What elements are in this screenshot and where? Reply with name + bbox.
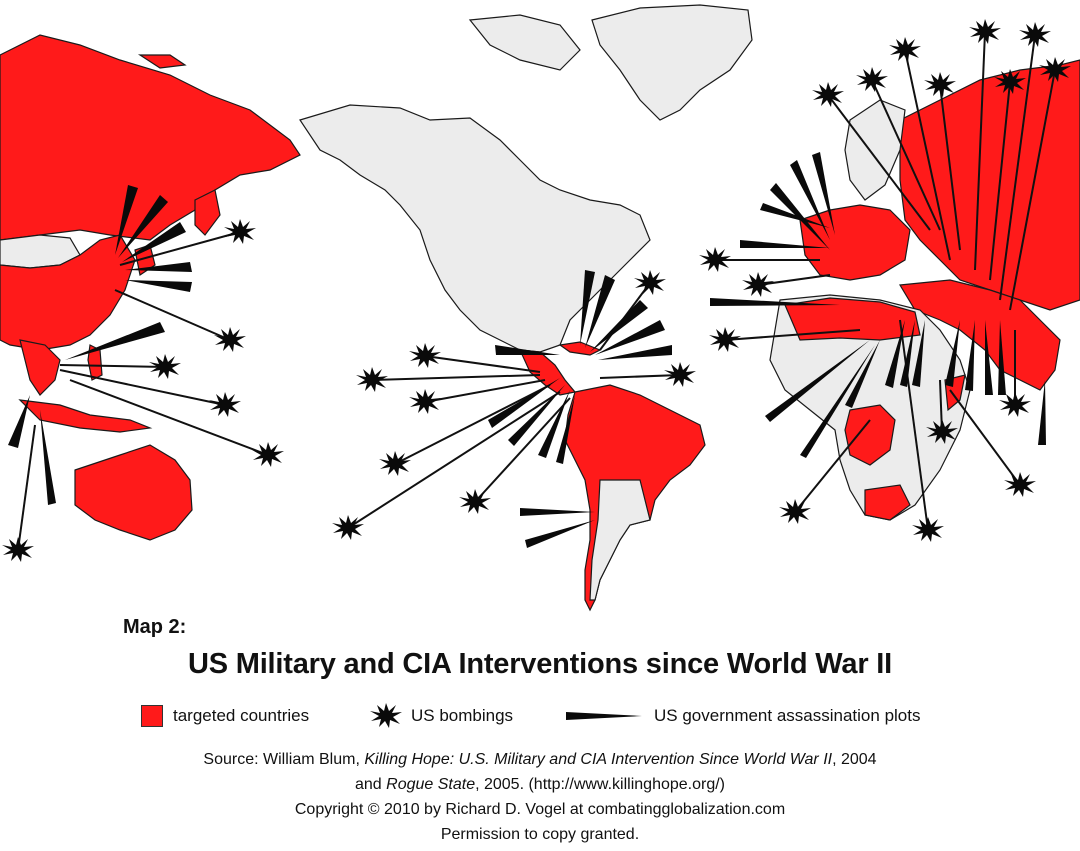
bombing-burst-icon xyxy=(779,499,811,524)
bombing-burst-icon xyxy=(209,392,241,417)
bombing-burst-icon xyxy=(379,451,411,476)
bombing-burst-icon xyxy=(924,72,956,97)
bombing-burst-icon xyxy=(709,327,741,352)
bombing-burst-icon xyxy=(912,517,944,542)
bombing-burst-icon xyxy=(409,343,441,368)
bombing-burst-icon xyxy=(224,219,256,244)
starburst-icon xyxy=(370,703,402,728)
bombing-burst-icon xyxy=(634,270,666,295)
red-square-icon xyxy=(141,705,163,727)
arctic-islands xyxy=(468,14,581,71)
map-label: Map 2: xyxy=(123,616,187,638)
bombing-burst-icon xyxy=(889,37,921,62)
bombing-bursts xyxy=(2,19,1071,562)
assassination-wedges xyxy=(8,152,1046,548)
world-map xyxy=(0,4,1080,612)
australia xyxy=(74,444,193,541)
russia-islands xyxy=(137,54,187,69)
russia-east xyxy=(0,34,301,241)
wedge-icon xyxy=(566,712,642,720)
bombing-burst-icon xyxy=(969,19,1001,44)
bombing-burst-icon xyxy=(356,367,388,392)
bombing-burst-icon xyxy=(2,537,34,562)
se-asia xyxy=(19,339,61,396)
bombing-burst-icon xyxy=(999,392,1031,417)
permission: Permission to copy granted. xyxy=(440,826,640,843)
bombing-burst-icon xyxy=(664,362,696,387)
bombing-burst-icon xyxy=(214,327,246,352)
bombing-burst-icon xyxy=(459,489,491,514)
copyright: Copyright © 2010 by Richard D. Vogel at … xyxy=(294,801,786,818)
indonesia xyxy=(18,399,153,433)
legend-bombings: US bombings xyxy=(369,701,513,731)
scandinavia xyxy=(844,99,906,201)
north-africa xyxy=(784,297,921,341)
bombing-burst-icon xyxy=(856,67,888,92)
source-book1: Killing Hope: U.S. Military and CIA Inte… xyxy=(364,751,833,768)
north-america xyxy=(299,104,651,353)
argentina xyxy=(589,479,651,601)
china xyxy=(0,234,136,351)
legend-targeted-label: targeted countries xyxy=(173,706,310,725)
source-line-2: and Rogue State, 2005. (http://www.killi… xyxy=(355,776,725,793)
cuba xyxy=(558,341,602,356)
bombing-burst-icon xyxy=(994,69,1026,94)
south-africa xyxy=(864,484,911,521)
map-title: US Military and CIA Interventions since … xyxy=(188,648,892,680)
greenland xyxy=(591,4,753,121)
bombing-burst-icon xyxy=(699,247,731,272)
europe xyxy=(799,204,911,281)
bombing-burst-icon xyxy=(1039,57,1071,82)
legend: targeted countries US bombings US govern… xyxy=(0,701,1080,731)
bombing-burst-icon xyxy=(812,82,844,107)
bombing-burst-icon xyxy=(252,442,284,467)
bombing-burst-icon xyxy=(926,419,958,444)
legend-targeted: targeted countries xyxy=(141,701,309,731)
bombing-burst-icon xyxy=(742,272,774,297)
legend-assassination-label: US government assassination plots xyxy=(654,706,921,725)
legend-assassination: US government assassination plots xyxy=(566,701,920,731)
bombing-burst-icon xyxy=(1004,472,1036,497)
bombing-burst-icon xyxy=(149,354,181,379)
source-book2: Rogue State xyxy=(386,776,476,793)
source-line-1: Source: William Blum, Killing Hope: U.S.… xyxy=(203,751,877,768)
congo xyxy=(844,404,896,466)
bombing-burst-icon xyxy=(332,515,364,540)
legend-bombings-label: US bombings xyxy=(411,706,514,725)
bombing-burst-icon xyxy=(409,389,441,414)
bombing-lines xyxy=(17,31,1056,551)
bombing-burst-icon xyxy=(1019,22,1051,47)
